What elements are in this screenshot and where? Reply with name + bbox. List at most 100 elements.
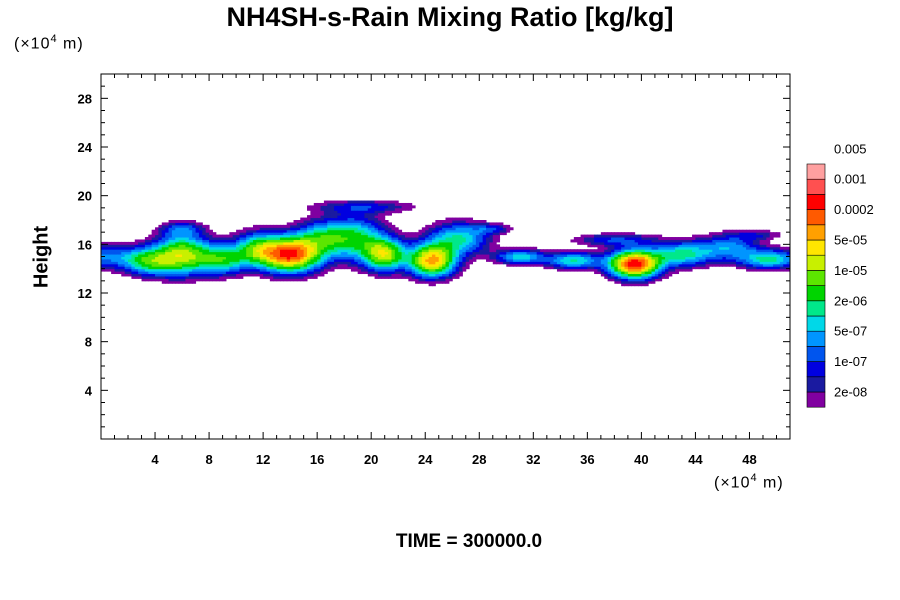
field-cell (161, 227, 166, 231)
field-cell (134, 263, 139, 267)
field-cell (209, 263, 213, 267)
field-cell (327, 249, 332, 253)
field-cell (749, 258, 754, 262)
field-cell (168, 244, 173, 248)
field-cell (452, 246, 457, 250)
field-cell (705, 237, 710, 240)
field-cell (752, 266, 757, 270)
field-cell (293, 278, 298, 282)
field-cell (249, 227, 254, 231)
field-cell (212, 275, 217, 279)
field-cell (617, 234, 622, 238)
field-cell (668, 246, 673, 250)
field-cell (215, 258, 220, 262)
field-cell (594, 261, 598, 265)
field-cell (381, 207, 386, 211)
field-cell (185, 237, 190, 240)
field-cell (323, 266, 328, 270)
field-cell (303, 275, 308, 279)
field-cell (462, 254, 467, 257)
field-cell (350, 210, 355, 214)
field-cell (334, 258, 338, 262)
field-cell (681, 263, 686, 267)
field-cell (381, 244, 386, 248)
field-cell (644, 263, 649, 267)
field-cell (418, 251, 423, 255)
field-cell (222, 246, 227, 250)
field-cell (263, 268, 267, 272)
field-cell (746, 256, 750, 260)
field-cell (648, 234, 653, 238)
field-cell (161, 263, 166, 267)
field-cell (350, 222, 355, 226)
field-cell (641, 278, 646, 282)
field-cell (357, 237, 362, 240)
field-cell (756, 249, 761, 253)
field-cell (577, 254, 582, 257)
field-cell (722, 249, 727, 253)
field-cell (283, 246, 288, 250)
field-cell (256, 241, 261, 245)
field-cell (188, 232, 193, 236)
field-cell (293, 220, 298, 223)
field-cell (472, 239, 477, 243)
field-cell (151, 273, 156, 277)
field-cell (361, 258, 365, 262)
field-cell (388, 271, 392, 275)
field-cell (404, 273, 409, 277)
colorbar-swatch (806, 178, 826, 195)
field-cell (124, 249, 129, 253)
field-cell (695, 263, 700, 267)
field-cell (330, 207, 335, 211)
field-cell (509, 261, 514, 265)
field-cell (708, 251, 713, 255)
field-cell (415, 278, 419, 282)
field-cell (634, 251, 639, 255)
field-cell (600, 254, 605, 257)
field-cell (114, 258, 119, 262)
field-cell (239, 251, 244, 255)
field-cell (388, 263, 392, 267)
field-cell (371, 220, 376, 223)
field-cell (435, 232, 440, 236)
field-cell (337, 202, 342, 206)
field-cell (746, 239, 750, 243)
field-cell (749, 261, 754, 265)
field-cell (631, 275, 636, 279)
field-cell (134, 256, 139, 260)
field-cell (347, 232, 352, 236)
field-cell (249, 234, 254, 238)
field-cell (357, 254, 362, 257)
field-cell (543, 256, 548, 260)
field-cell (327, 237, 332, 240)
field-cell (394, 227, 399, 231)
field-cell (746, 234, 750, 238)
field-cell (658, 268, 663, 272)
field-cell (594, 256, 598, 260)
field-cell (367, 237, 372, 240)
field-cell (364, 251, 369, 255)
field-cell (381, 210, 386, 214)
field-cell (715, 251, 720, 255)
field-cell (600, 241, 605, 245)
field-cell (384, 261, 389, 265)
field-cell (107, 258, 112, 262)
field-cell (323, 261, 328, 265)
field-cell (388, 266, 392, 270)
field-cell (513, 249, 517, 253)
field-cell (401, 249, 406, 253)
field-cell (604, 268, 609, 272)
field-cell (587, 244, 592, 248)
field-cell (158, 234, 163, 238)
field-cell (236, 258, 240, 262)
field-cell (411, 239, 416, 243)
field-cell (242, 258, 247, 262)
field-cell (746, 258, 750, 262)
field-cell (438, 278, 443, 282)
field-cell (229, 239, 234, 243)
field-cell (249, 249, 254, 253)
field-cell (668, 268, 673, 272)
field-cell (377, 222, 382, 226)
field-cell (165, 246, 170, 250)
field-cell (692, 251, 696, 255)
